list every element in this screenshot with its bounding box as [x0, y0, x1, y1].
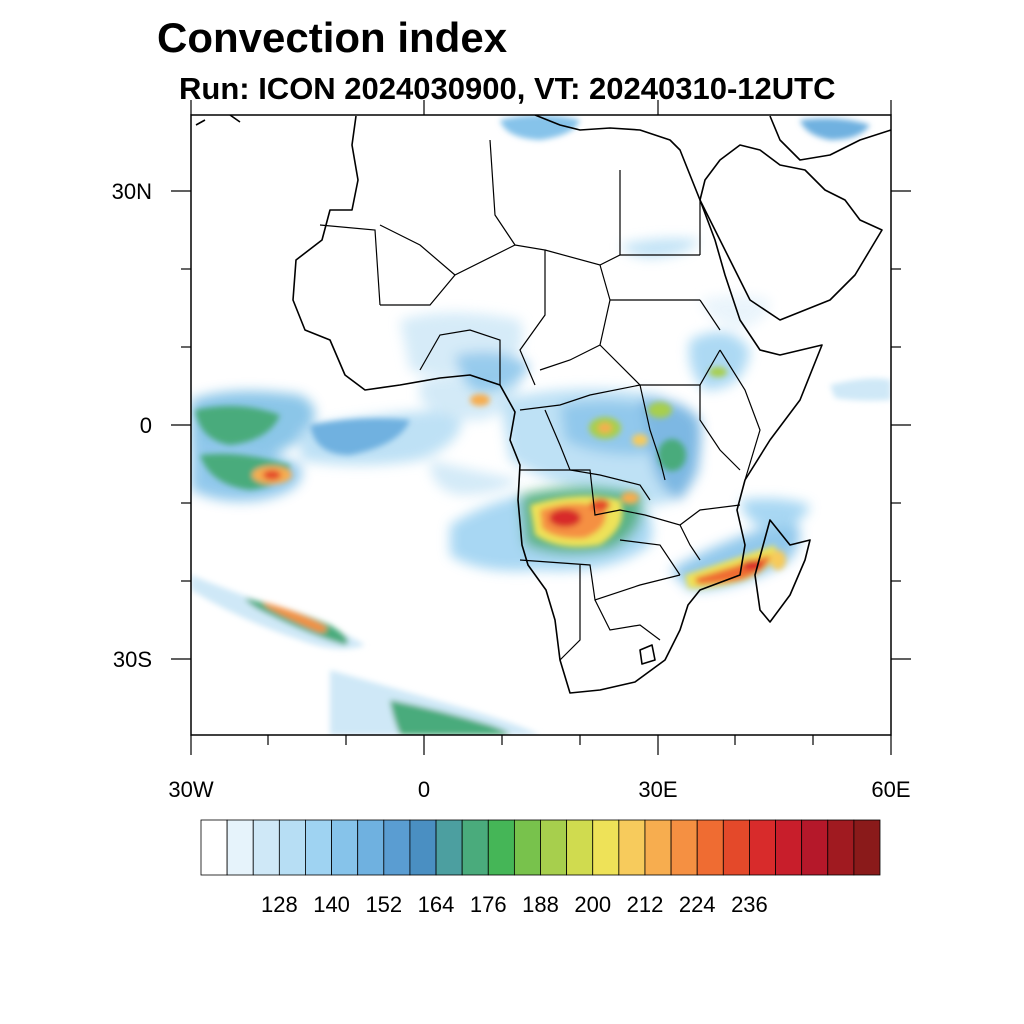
colorbar-labels: 128 140 152 164 176 188 200 212 224 236 [261, 892, 768, 917]
chart-title: Convection index [157, 14, 508, 61]
colorbar-swatch [670, 819, 698, 876]
colorbar-swatch [749, 819, 776, 876]
colorbar-swatch [435, 819, 463, 876]
convection-field [191, 115, 891, 735]
colorbar-swatch [827, 819, 855, 876]
lon-tick-label: 30E [638, 777, 677, 802]
colorbar-swatch [801, 819, 829, 876]
colorbar-swatch [226, 819, 254, 876]
colorbar-swatch [383, 819, 411, 876]
colorbar-swatch [331, 819, 359, 876]
lat-tick-label: 30S [113, 647, 152, 672]
lon-tick-label: 0 [418, 777, 430, 802]
colorbar-label: 176 [470, 892, 507, 917]
colorbar-swatch [357, 819, 385, 876]
colorbar-swatch [200, 819, 228, 876]
colorbar-label: 140 [313, 892, 350, 917]
colorbar-swatch [618, 819, 646, 876]
colorbar-swatch [278, 819, 306, 876]
coastlines [195, 115, 891, 694]
colorbar-swatch [775, 819, 803, 876]
lat-tick-label: 0 [140, 413, 152, 438]
colorbar-swatch [513, 819, 541, 876]
colorbar-swatch [461, 819, 489, 876]
colorbar-label: 152 [365, 892, 402, 917]
colorbar-swatch [696, 819, 724, 876]
colorbar-label: 188 [522, 892, 559, 917]
colorbar-label: 212 [627, 892, 664, 917]
lat-tick-label: 30N [112, 179, 152, 204]
colorbar-swatch [409, 819, 437, 876]
colorbar-label: 200 [574, 892, 611, 917]
colorbar-swatch [487, 819, 515, 876]
colorbar [200, 819, 881, 876]
colorbar-swatch [644, 819, 672, 876]
colorbar-swatch [305, 819, 332, 876]
colorbar-swatch [252, 819, 280, 876]
colorbar-swatch [540, 819, 568, 876]
lon-tick-label: 30W [168, 777, 213, 802]
colorbar-label: 128 [261, 892, 298, 917]
chart-subtitle: Run: ICON 2024030900, VT: 20240310-12UTC [179, 71, 836, 106]
tick-marks [171, 100, 911, 755]
colorbar-swatch [853, 819, 881, 876]
lon-tick-label: 60E [871, 777, 910, 802]
colorbar-swatch [722, 819, 750, 876]
colorbar-label: 164 [418, 892, 455, 917]
colorbar-label: 236 [731, 892, 768, 917]
map-panel [191, 115, 891, 735]
country-borders [319, 139, 761, 661]
colorbar-label: 224 [679, 892, 716, 917]
colorbar-swatch [566, 819, 594, 876]
colorbar-swatch [592, 819, 620, 876]
